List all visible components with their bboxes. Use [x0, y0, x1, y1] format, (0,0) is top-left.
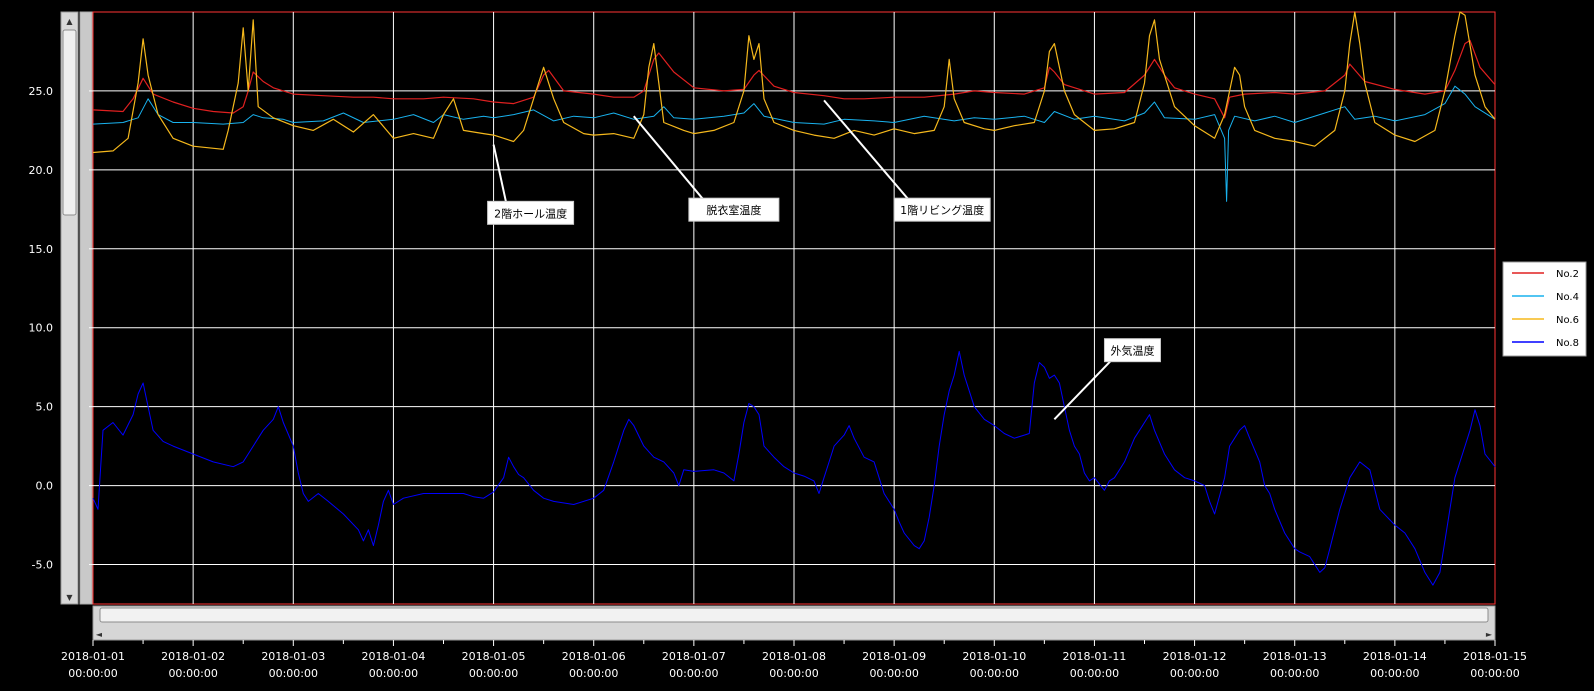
- scroll-left-icon[interactable]: ◄: [96, 630, 103, 639]
- x-tick-label-date: 2018-01-15: [1463, 650, 1527, 663]
- callout-label: 脱衣室温度: [706, 203, 761, 217]
- x-tick-label-time: 00:00:00: [1470, 667, 1519, 680]
- x-tick-label-date: 2018-01-05: [462, 650, 526, 663]
- x-tick-label-date: 2018-01-08: [762, 650, 826, 663]
- x-tick-label-time: 00:00:00: [369, 667, 418, 680]
- scroll-down-icon[interactable]: ▼: [66, 593, 73, 602]
- y-axis: -5.0 0.0 5.0 10.0 15.0 20.0 25.0: [29, 85, 93, 572]
- legend-label: No.8: [1556, 338, 1579, 349]
- x-tick-label-time: 00:00:00: [869, 667, 918, 680]
- callout-box: [688, 197, 780, 222]
- x-tick-label-date: 2018-01-02: [161, 650, 225, 663]
- vertical-splitter[interactable]: [79, 11, 93, 605]
- y-tick-label: 10.0: [29, 322, 54, 335]
- vscroll-thumb[interactable]: [62, 29, 77, 216]
- x-tick-label-time: 00:00:00: [68, 667, 117, 680]
- x-tick-label-date: 2018-01-13: [1263, 650, 1327, 663]
- x-tick-label-time: 00:00:00: [669, 667, 718, 680]
- callout-pointer: [492, 144, 509, 210]
- legend-label: No.2: [1556, 269, 1579, 280]
- legend-box: [1502, 261, 1587, 357]
- x-tick-label-date: 2018-01-11: [1062, 650, 1126, 663]
- x-tick-label-time: 00:00:00: [1270, 667, 1319, 680]
- x-tick-label-date: 2018-01-09: [862, 650, 926, 663]
- callout-pointer: [823, 99, 915, 207]
- scroll-up-icon[interactable]: ▲: [66, 17, 73, 26]
- x-tick-label-time: 00:00:00: [469, 667, 518, 680]
- x-tick-label-date: 2018-01-07: [662, 650, 726, 663]
- callout-label: 外気温度: [1110, 344, 1154, 358]
- callout-label: 1階リビング温度: [900, 203, 984, 217]
- y-tick-label: 5.0: [36, 401, 54, 414]
- y-tick-label: 20.0: [29, 164, 54, 177]
- legend-label: No.6: [1556, 315, 1579, 326]
- hscroll-thumb[interactable]: [99, 607, 1489, 623]
- callout-box: [1103, 338, 1161, 363]
- y-tick-label: 25.0: [29, 85, 54, 98]
- series-line-no2: [92, 39, 1496, 119]
- x-tick-label-time: 00:00:00: [269, 667, 318, 680]
- series-layer: [92, 11, 1496, 586]
- x-tick-label-date: 2018-01-10: [962, 650, 1026, 663]
- callout-pointer: [633, 115, 710, 207]
- y-tick-label: 15.0: [29, 243, 54, 256]
- grid: [93, 12, 1495, 604]
- x-tick-label-time: 00:00:00: [769, 667, 818, 680]
- y-tick-label: 0.0: [36, 480, 54, 493]
- series-line-no6: [92, 11, 1496, 154]
- scroll-right-icon[interactable]: ►: [1486, 630, 1493, 639]
- callout-label: 2階ホール温度: [494, 206, 567, 220]
- callout-box: [893, 197, 991, 222]
- x-tick-label-time: 00:00:00: [168, 667, 217, 680]
- x-axis: 2018-01-01 00:00:00 2018-01-02 00:00:00 2018…: [61, 640, 1527, 680]
- series-line-no8: [92, 350, 1496, 586]
- series-line-no4: [92, 85, 1496, 202]
- x-tick-label-time: 00:00:00: [1170, 667, 1219, 680]
- x-tick-label-date: 2018-01-03: [261, 650, 325, 663]
- x-tick-label-date: 2018-01-04: [361, 650, 425, 663]
- x-tick-label-time: 00:00:00: [1370, 667, 1419, 680]
- horizontal-scrollbar[interactable]: ◄ ►: [92, 605, 1496, 641]
- callout-box: [487, 200, 575, 225]
- x-tick-label-date: 2018-01-06: [562, 650, 626, 663]
- legend: No.2 No.4 No.6 No.8: [1502, 261, 1587, 357]
- x-tick-label-date: 2018-01-14: [1363, 650, 1427, 663]
- legend-label: No.4: [1556, 292, 1579, 303]
- y-tick-label: -5.0: [32, 559, 53, 572]
- x-tick-label-time: 00:00:00: [569, 667, 618, 680]
- x-tick-label-date: 2018-01-12: [1163, 650, 1227, 663]
- x-tick-label-time: 00:00:00: [970, 667, 1019, 680]
- x-tick-label-date: 2018-01-01: [61, 650, 125, 663]
- vertical-scrollbar[interactable]: ▲ ▼: [60, 11, 93, 605]
- x-tick-label-time: 00:00:00: [1070, 667, 1119, 680]
